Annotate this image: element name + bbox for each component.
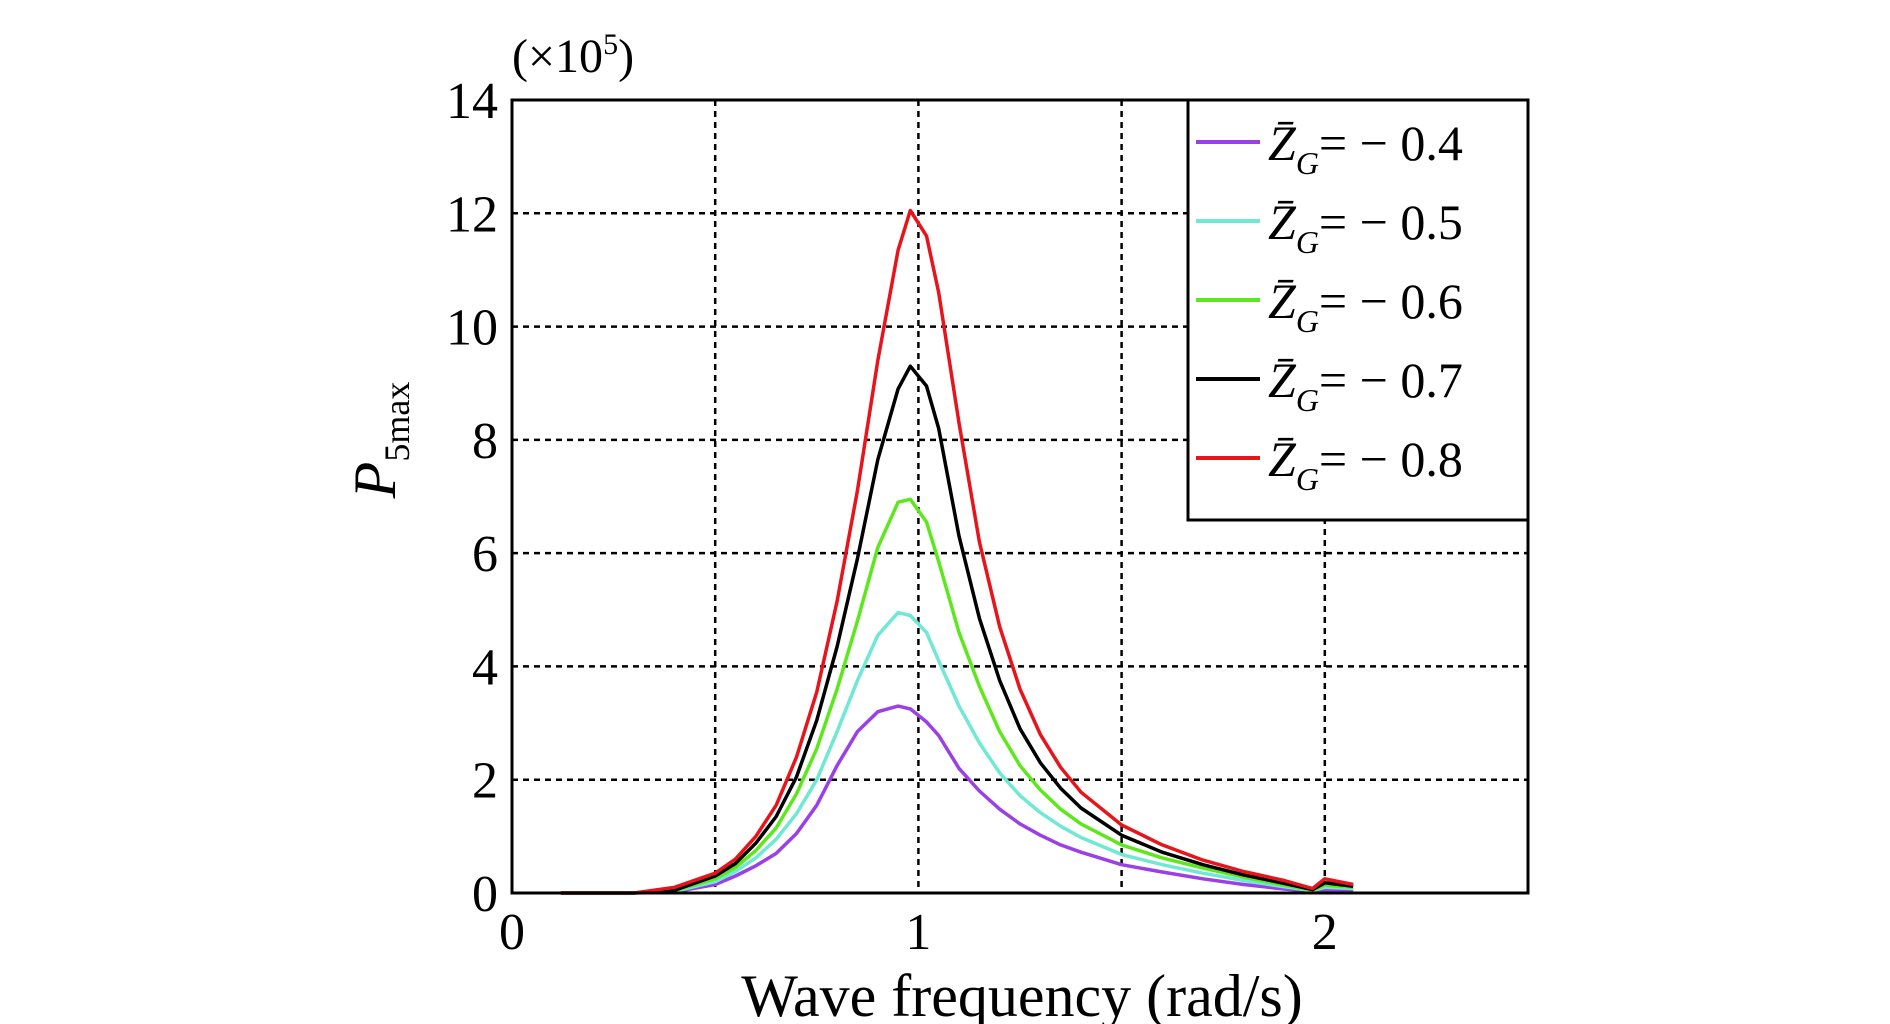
y-multiplier-prefix: (×10	[512, 30, 603, 83]
y-tick-label: 0	[472, 866, 498, 923]
legend-label-variable: Z̄	[1268, 431, 1297, 487]
y-tick-label: 4	[472, 639, 498, 696]
legend-label-value: = − 0.8	[1319, 431, 1463, 487]
legend-item: Z̄G= − 0.4	[1196, 115, 1463, 181]
legend-label-subscript: G	[1296, 145, 1319, 181]
legend-items: Z̄G= − 0.4Z̄G= − 0.5Z̄G= − 0.6Z̄G= − 0.7…	[1196, 115, 1463, 497]
legend-label-subscript: G	[1296, 461, 1319, 497]
legend-item: Z̄G= − 0.8	[1196, 431, 1463, 497]
legend-box	[1186, 98, 1530, 522]
legend-label: Z̄G= − 0.4	[1268, 115, 1463, 181]
y-axis-title-subscript: 5max	[377, 382, 417, 462]
legend-label: Z̄G= − 0.8	[1268, 431, 1463, 497]
y-axis-title-main: P	[342, 462, 408, 500]
legend-label-value: = − 0.6	[1319, 273, 1463, 329]
y-tick-label: 8	[472, 413, 498, 470]
legend-label-variable: Z̄	[1268, 273, 1297, 329]
legend-item: Z̄G= − 0.7	[1196, 352, 1463, 418]
x-tick-label: 2	[1312, 904, 1338, 961]
legend-label-variable: Z̄	[1268, 115, 1297, 171]
y-tick-label: 14	[446, 73, 498, 130]
legend-label-variable: Z̄	[1268, 194, 1297, 250]
x-tick-label: 0	[499, 904, 525, 961]
series-line-5	[560, 208, 1354, 895]
x-tick-label: 1	[905, 904, 931, 961]
legend-label: Z̄G= − 0.5	[1268, 194, 1463, 260]
legend-label-value: = − 0.4	[1319, 115, 1463, 171]
legend-item: Z̄G= − 0.6	[1196, 273, 1463, 339]
legend-label: Z̄G= − 0.6	[1268, 273, 1463, 339]
y-multiplier-exponent: 5	[603, 28, 618, 61]
series-lines	[560, 208, 1354, 895]
y-tick-label: 2	[472, 753, 498, 810]
x-axis-title: Wave frequency (rad/s)	[741, 963, 1303, 1024]
series-line-4	[560, 364, 1354, 895]
y-tick-labels: 0 2 4 6 8 10 12 14	[446, 73, 498, 923]
legend-label: Z̄G= − 0.7	[1268, 352, 1463, 418]
series-line-1	[560, 704, 1354, 895]
y-tick-label: 12	[446, 186, 498, 243]
legend-label-value: = − 0.7	[1319, 352, 1463, 408]
legend-item: Z̄G= − 0.5	[1196, 194, 1463, 260]
y-axis-title: P5max	[342, 382, 417, 500]
legend-label-variable: Z̄	[1268, 352, 1297, 408]
y-tick-label: 10	[446, 300, 498, 357]
y-tick-label: 6	[472, 526, 498, 583]
legend-label-subscript: G	[1296, 224, 1319, 260]
x-tick-labels: 0 1 2	[499, 904, 1338, 961]
y-multiplier-suffix: )	[618, 30, 634, 83]
y-multiplier-label: (×105)	[512, 28, 634, 83]
series-line-3	[560, 497, 1354, 895]
legend-label-value: = − 0.5	[1319, 194, 1463, 250]
legend-label-subscript: G	[1296, 303, 1319, 339]
legend-label-subscript: G	[1296, 382, 1319, 418]
series-line-2	[560, 610, 1354, 895]
legend: Z̄G= − 0.4Z̄G= − 0.5Z̄G= − 0.6Z̄G= − 0.7…	[1186, 98, 1530, 522]
